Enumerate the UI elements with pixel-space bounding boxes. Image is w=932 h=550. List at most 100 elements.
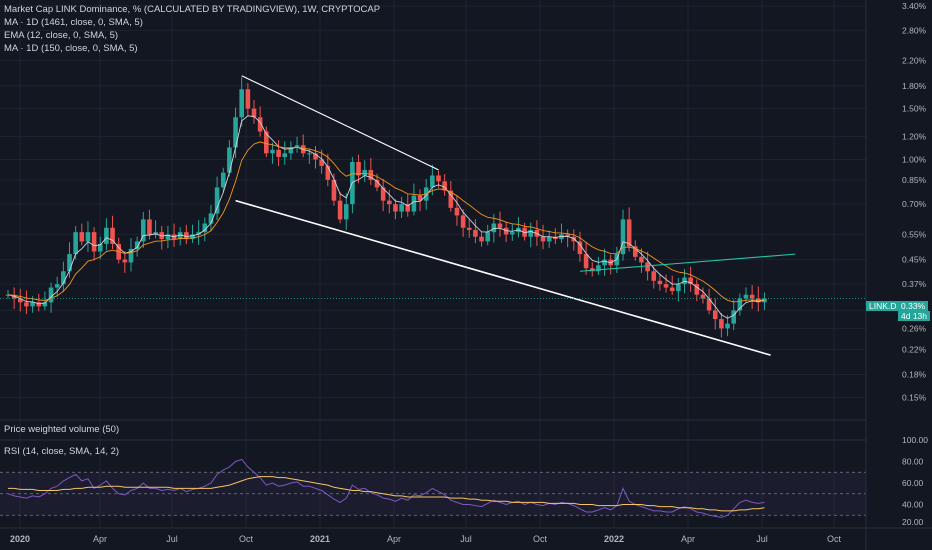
price-tick-label: 1.20% (902, 132, 927, 142)
candle-body (165, 234, 171, 240)
candle-body (405, 204, 411, 212)
price-tick-label: 1.00% (902, 154, 927, 164)
price-tick-label: 1.80% (902, 81, 927, 91)
candle-body (104, 227, 109, 244)
time-axis[interactable]: 2020 Apr Jul Oct 2021 Apr Jul Oct 2022 Apr Jul Oct (10, 534, 842, 544)
trendlines[interactable] (235, 75, 796, 356)
candle-body (270, 149, 275, 154)
candle-body (202, 223, 208, 233)
candle-body (18, 298, 23, 303)
candle-body (620, 219, 626, 255)
candle-body (688, 277, 693, 285)
candle-body (147, 219, 152, 235)
candle-body (491, 223, 497, 233)
candle-body (448, 190, 454, 208)
trendline[interactable] (241, 75, 439, 171)
candle-body (706, 298, 712, 311)
price-tick-label: 3.40% (902, 1, 927, 11)
candle-body (393, 204, 398, 212)
price-tick-label: 0.55% (902, 229, 927, 239)
legend-ma-150[interactable]: MA · 1D (150, close, 0, SMA, 5) (4, 43, 138, 54)
price-tick-label: 0.15% (902, 392, 927, 402)
candle-body (122, 259, 128, 263)
trendline[interactable] (235, 199, 771, 356)
candle-body (5, 294, 11, 296)
ema-line (7, 115, 765, 319)
candle-body (540, 236, 546, 242)
price-tick-label: 0.18% (902, 369, 927, 379)
candle-body (497, 223, 503, 228)
candle-body (700, 294, 706, 299)
time-tick-label: Oct (827, 534, 842, 544)
candle-body (442, 181, 447, 191)
time-tick-label: Apr (387, 534, 401, 544)
candle-body (61, 271, 66, 285)
candle-body (325, 165, 331, 180)
candle-body (454, 207, 460, 216)
candle-body (288, 147, 294, 154)
trendline[interactable] (579, 253, 796, 272)
candle-body (663, 284, 669, 288)
rsi-ma-line (8, 476, 765, 512)
candle-body (436, 175, 441, 182)
legend-rsi[interactable]: RSI (14, close, SMA, 14, 2) (4, 446, 120, 457)
candle-body (313, 153, 318, 160)
price-tick-label: 0.37% (902, 279, 927, 289)
candle-body (128, 248, 134, 263)
time-tick-label: Jul (460, 534, 472, 544)
candle-body (97, 243, 103, 252)
indicator-lines (7, 115, 765, 319)
candle-body (411, 195, 417, 212)
time-tick-label: Oct (533, 534, 548, 544)
rsi-line (7, 458, 765, 518)
legend-volume[interactable]: Price weighted volume (50) (4, 424, 120, 435)
candle-body (79, 232, 85, 242)
candle-body (214, 187, 220, 214)
candle-body (227, 147, 232, 173)
candle-body (546, 236, 552, 242)
price-tag-value: 0.33% (898, 301, 929, 311)
price-tick-label: 0.26% (902, 323, 927, 333)
candle-body (85, 232, 91, 242)
candle-body (510, 232, 515, 235)
candle-body (245, 89, 251, 109)
candle-body (485, 232, 490, 242)
candle-body (177, 232, 183, 240)
candle-body (596, 265, 601, 272)
time-tick-label: 2020 (10, 534, 30, 544)
rsi-tick-label: 100.00 (902, 435, 928, 445)
candle-body (30, 302, 35, 307)
legend-main[interactable]: Market Cap LINK Dominance, % (CALCULATED… (4, 4, 381, 15)
candle-body (380, 187, 386, 201)
price-tick-label: 0.22% (902, 344, 927, 354)
time-tick-label: Oct (239, 534, 254, 544)
candle-body (387, 200, 392, 205)
candle-body (239, 89, 244, 118)
candle-body (264, 131, 269, 154)
candle-body (220, 172, 226, 188)
price-tick-label: 2.20% (902, 56, 927, 66)
candle-body (719, 319, 724, 329)
time-tick-label: 2022 (604, 534, 624, 544)
candle-body (343, 204, 349, 220)
candle-body (134, 241, 140, 249)
candle-body (319, 159, 324, 166)
candle-body (208, 213, 214, 224)
candle-body (48, 287, 54, 303)
candle-body (24, 302, 29, 307)
legend-ma-1461[interactable]: MA · 1D (1461, close, 0, SMA, 5) (4, 17, 143, 28)
candle-body (276, 149, 281, 157)
rsi-axis[interactable]: 100.00 80.00 60.00 40.00 20.00 (902, 435, 928, 527)
legend-ema[interactable]: EMA (12, close, 0, SMA, 5) (4, 30, 119, 41)
candle-body (184, 232, 189, 240)
candle-body (651, 271, 657, 281)
candle-body (430, 175, 435, 188)
candle-body (577, 241, 583, 255)
price-tick-label: 1.50% (902, 104, 927, 114)
candle-body (374, 179, 380, 188)
candle-body (743, 294, 749, 299)
candle-body (368, 169, 374, 180)
candle-body (91, 232, 97, 252)
candle-body (54, 284, 60, 288)
